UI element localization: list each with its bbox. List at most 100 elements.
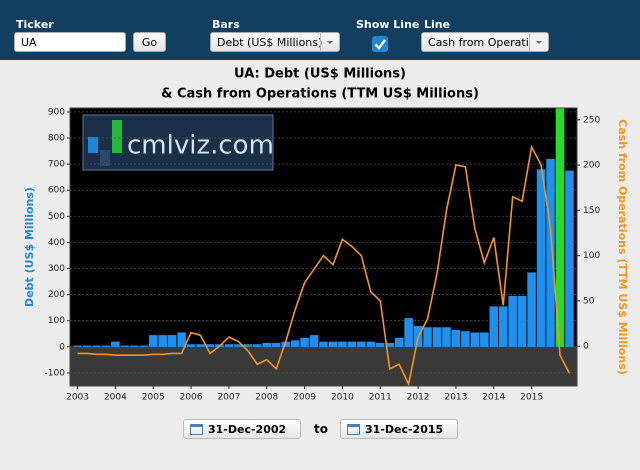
y-tick-label: 0	[59, 342, 65, 352]
ticker-input[interactable]: UA	[14, 32, 126, 52]
bar	[338, 341, 347, 347]
x-tick-label: 2009	[293, 393, 316, 403]
logo-block	[112, 120, 122, 153]
bar	[309, 335, 319, 347]
bar	[158, 335, 167, 347]
bar	[205, 344, 215, 347]
chart-subtitle: & Cash from Operations (TTM US$ Millions…	[161, 87, 479, 102]
x-tick-label: 2005	[142, 393, 165, 403]
bar	[394, 337, 404, 347]
bar	[527, 272, 536, 347]
bar	[177, 332, 186, 347]
x-tick-label: 2012	[407, 393, 430, 403]
bar	[319, 341, 328, 347]
y2-tick-label: 200	[583, 161, 600, 171]
bar	[423, 327, 432, 347]
x-tick-label: 2010	[331, 393, 354, 403]
negative-region	[70, 346, 577, 386]
bar	[357, 341, 366, 347]
x-tick-label: 2014	[482, 393, 505, 403]
y2-tick-label: 50	[583, 296, 595, 306]
y-tick-label: 600	[48, 186, 65, 196]
bar	[555, 108, 565, 347]
line-value: Cash from Operatic	[428, 36, 535, 49]
x-tick-label: 2013	[444, 393, 467, 403]
y2-axis-label: Cash from Operations (TTM US$ Millions)	[616, 119, 629, 374]
bar	[281, 341, 290, 347]
bar	[271, 342, 281, 347]
bar	[243, 344, 253, 347]
watermark: cmlviz.com	[82, 114, 274, 171]
y-tick-label: 500	[48, 212, 65, 222]
line-select[interactable]: Cash from Operatic	[421, 32, 549, 52]
bar	[82, 345, 92, 347]
bars-label: Bars	[212, 18, 240, 31]
page: {"controls": {"ticker_label": "Ticker", …	[0, 0, 640, 439]
y-tick-label: 200	[48, 290, 65, 300]
x-tick-label: 2007	[217, 393, 240, 403]
go-button[interactable]: Go	[133, 32, 166, 52]
x-tick-label: 2015	[520, 393, 543, 403]
bar	[111, 341, 120, 347]
y2-tick-label: 0	[583, 342, 589, 352]
plot-frame	[69, 107, 578, 387]
bar	[120, 345, 130, 347]
bar	[404, 318, 413, 347]
dropdown-arrow	[529, 33, 548, 51]
x-tick-label: 2011	[369, 393, 392, 403]
bar	[565, 170, 574, 347]
y2-tick-label: 150	[583, 206, 600, 216]
y-tick-label: -100	[45, 368, 66, 378]
line	[77, 144, 571, 386]
date-separator: to	[314, 422, 328, 436]
bar	[461, 331, 470, 347]
y-tick-label: 400	[48, 238, 65, 248]
bar	[470, 332, 480, 347]
check-mark	[374, 39, 386, 50]
y2-tick-label: 100	[583, 251, 600, 261]
bar	[73, 345, 82, 347]
bar	[253, 344, 262, 347]
date-from[interactable]: 31-Dec-2002	[183, 419, 301, 439]
bar	[385, 342, 394, 347]
y-tick-label: 800	[48, 134, 65, 144]
y-axis-label: Debt (US$ Millions)	[23, 187, 36, 307]
bar	[290, 340, 300, 347]
x-tick-label: 2008	[255, 393, 278, 403]
bar	[262, 342, 272, 347]
bar	[92, 345, 101, 347]
show-line-label: Show Line	[356, 18, 420, 31]
date-to[interactable]: 31-Dec-2015	[340, 419, 458, 439]
watermark-text: cmlviz.com	[127, 131, 274, 161]
bar	[517, 295, 527, 347]
x-tick-label: 2003	[66, 393, 89, 403]
bar	[375, 342, 385, 347]
y2-tick-label: 250	[583, 115, 600, 125]
bar	[546, 158, 555, 347]
bar	[196, 344, 205, 347]
y-tick-label: 700	[48, 160, 65, 170]
y-tick-label: 900	[48, 107, 65, 117]
bar	[148, 335, 158, 347]
bar	[224, 344, 234, 347]
line-label: Line	[424, 18, 451, 31]
bar	[328, 341, 338, 347]
toolbar: Ticker UA Go Bars Debt (US$ Millions) Sh…	[0, 0, 640, 60]
bar	[508, 295, 517, 347]
ticker-label: Ticker	[16, 18, 54, 31]
y-tick-label: 300	[48, 264, 65, 274]
logo-block	[88, 137, 98, 153]
chart-title: UA: Debt (US$ Millions)	[234, 67, 406, 82]
bar	[480, 332, 489, 347]
chart: UA: Debt (US$ Millions) & Cash from Oper…	[23, 67, 629, 403]
bars-select[interactable]: Debt (US$ Millions)	[210, 32, 340, 52]
y-tick-label: 100	[48, 316, 65, 326]
dropdown-arrow	[320, 33, 339, 51]
bar	[139, 345, 149, 347]
bar	[101, 345, 111, 347]
bar	[489, 306, 499, 347]
bar	[498, 306, 508, 347]
bars-value: Debt (US$ Millions)	[217, 36, 323, 49]
bar	[234, 344, 243, 347]
show-line-checkbox[interactable]	[372, 36, 388, 52]
